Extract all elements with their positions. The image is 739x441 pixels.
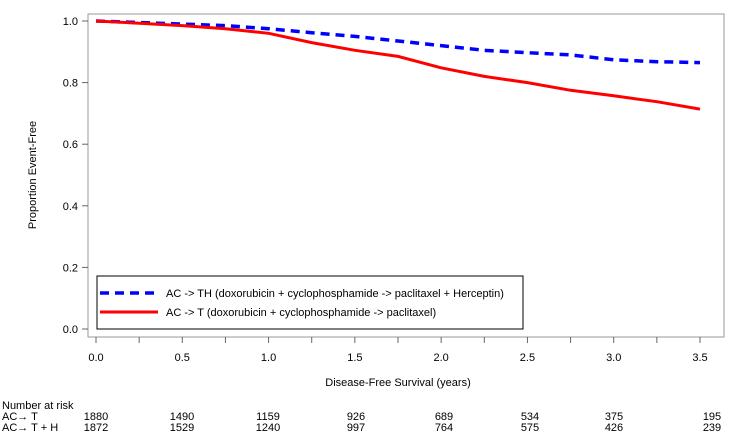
x-tick-label: 3.0 — [606, 352, 621, 364]
risk-value: 575 — [521, 422, 539, 434]
risk-value: 997 — [347, 422, 365, 434]
risk-value: 1490 — [170, 411, 194, 423]
risk-row-label-th: AC→ T + H — [2, 422, 58, 434]
risk-value: 1240 — [256, 422, 280, 434]
x-tick-label: 1.5 — [347, 352, 362, 364]
risk-value: 1872 — [84, 422, 108, 434]
risk-table-title: Number at risk — [2, 400, 74, 412]
x-tick-label: 2.0 — [433, 352, 448, 364]
y-tick-label: 0.4 — [63, 201, 78, 213]
y-tick-label: 0.8 — [63, 78, 78, 90]
x-tick-label: 3.5 — [692, 352, 707, 364]
x-tick-label: 0.0 — [88, 352, 103, 364]
risk-value: 1529 — [170, 422, 194, 434]
risk-value: 239 — [703, 422, 721, 434]
y-tick-label: 1.0 — [63, 16, 78, 28]
legend: AC -> TH (doxorubicin + cyclophosphamide… — [96, 275, 524, 330]
x-tick-label: 1.0 — [261, 352, 276, 364]
y-axis-label: Proportion Event-Free — [27, 121, 39, 229]
plot-frame — [87, 13, 725, 338]
series-lines — [95, 19, 701, 111]
risk-value: 375 — [605, 411, 623, 423]
x-axis: 0.0 0.5 1.0 1.5 2.0 2.5 3.0 3.5 — [88, 337, 708, 364]
risk-value: 1159 — [256, 411, 280, 423]
series-line-1 — [95, 19, 701, 111]
risk-value: 926 — [347, 411, 365, 423]
series-line-0 — [95, 19, 701, 65]
y-tick-label: 0.6 — [63, 139, 78, 151]
risk-value: 764 — [435, 422, 453, 434]
x-tick-label: 2.5 — [520, 352, 535, 364]
risk-value: 689 — [435, 411, 453, 423]
legend-label-t: AC -> T (doxorubicin + cyclophosphamide … — [166, 307, 436, 319]
risk-value: 1880 — [84, 411, 108, 423]
risk-table: Number at risk AC→ T AC→ T + H 1880 1490 1… — [2, 400, 721, 434]
risk-row-label-t: AC→ T — [2, 411, 38, 423]
y-tick-label: 0.0 — [63, 324, 78, 336]
x-tick-label: 0.5 — [175, 352, 190, 364]
x-axis-label: Disease-Free Survival (years) — [325, 377, 470, 389]
risk-value: 426 — [605, 422, 623, 434]
risk-value: 195 — [703, 411, 721, 423]
risk-value: 534 — [521, 411, 539, 423]
y-axis: 0.0 0.2 0.4 0.6 0.8 1.0 — [63, 16, 88, 336]
legend-label-th: AC -> TH (doxorubicin + cyclophosphamide… — [166, 288, 504, 300]
y-tick-label: 0.2 — [63, 262, 78, 274]
